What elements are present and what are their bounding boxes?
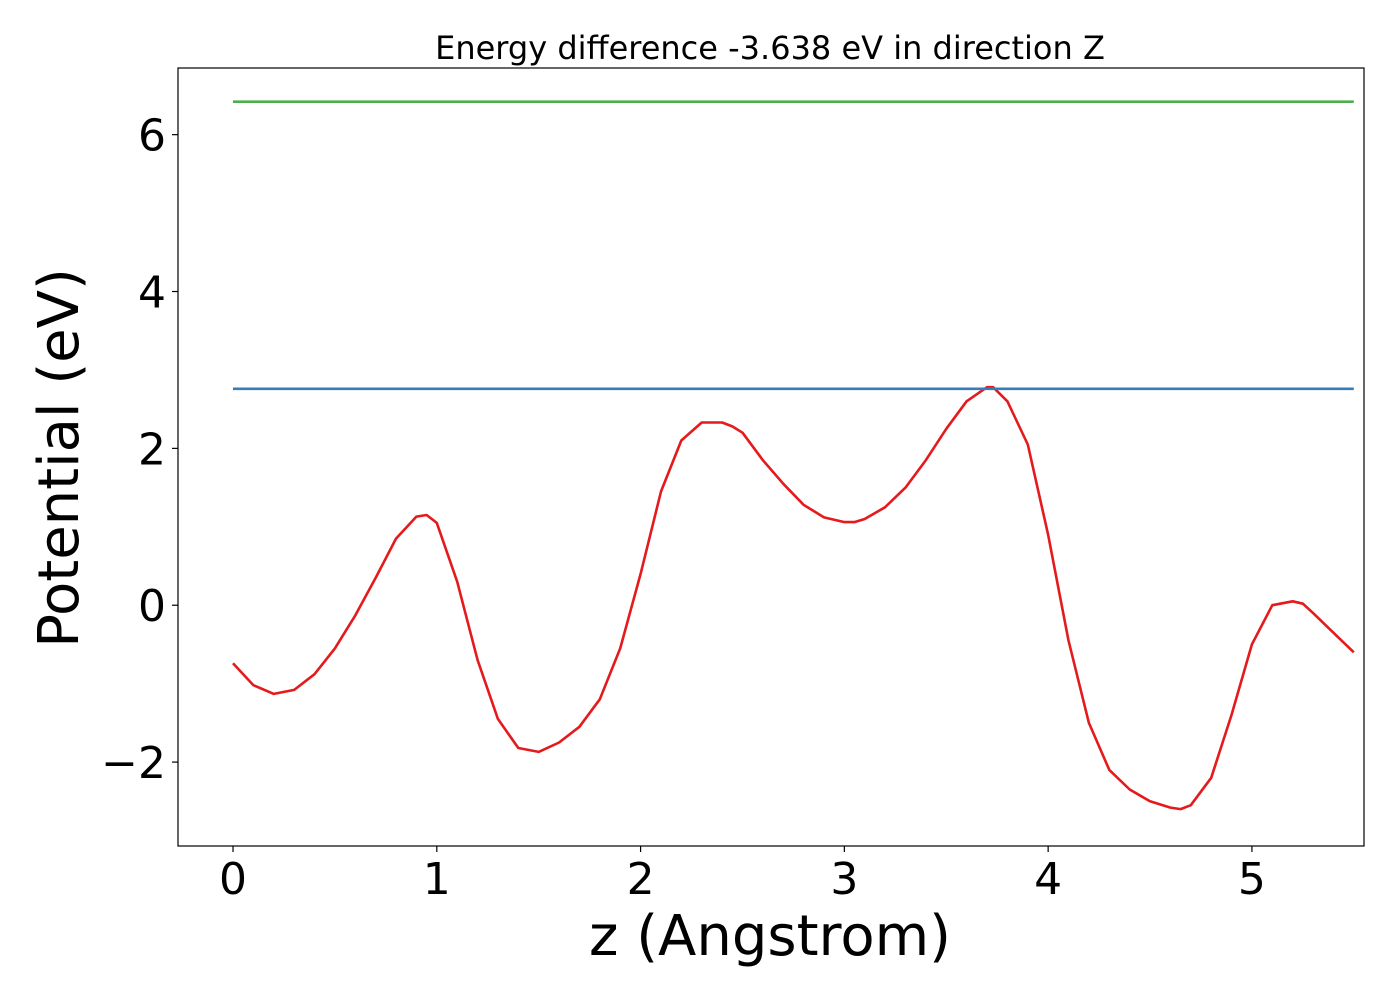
x-tick-label: 4 [1034, 854, 1062, 905]
x-tick-label: 2 [627, 854, 655, 905]
x-tick-label: 0 [219, 854, 247, 905]
x-axis: 0 1 2 3 4 5 [219, 846, 1266, 905]
y-tick-label: −2 [101, 738, 166, 789]
y-tick-label: 6 [138, 111, 166, 162]
y-axis: −2 0 2 4 6 [101, 111, 178, 789]
y-tick-label: 4 [138, 268, 166, 319]
y-tick-label: 0 [138, 581, 166, 632]
series-line-0 [232, 385, 1355, 811]
chart-title: Energy difference -3.638 eV in direction… [435, 29, 1105, 67]
x-tick-label: 5 [1238, 854, 1266, 905]
y-axis-label: Potential (eV) [27, 268, 92, 648]
y-tick-label: 2 [138, 424, 166, 475]
x-tick-label: 1 [423, 854, 451, 905]
plot-area [232, 100, 1355, 811]
x-axis-label: z (Angstrom) [589, 904, 951, 969]
x-tick-label: 3 [830, 854, 858, 905]
plot-frame [177, 67, 1365, 847]
